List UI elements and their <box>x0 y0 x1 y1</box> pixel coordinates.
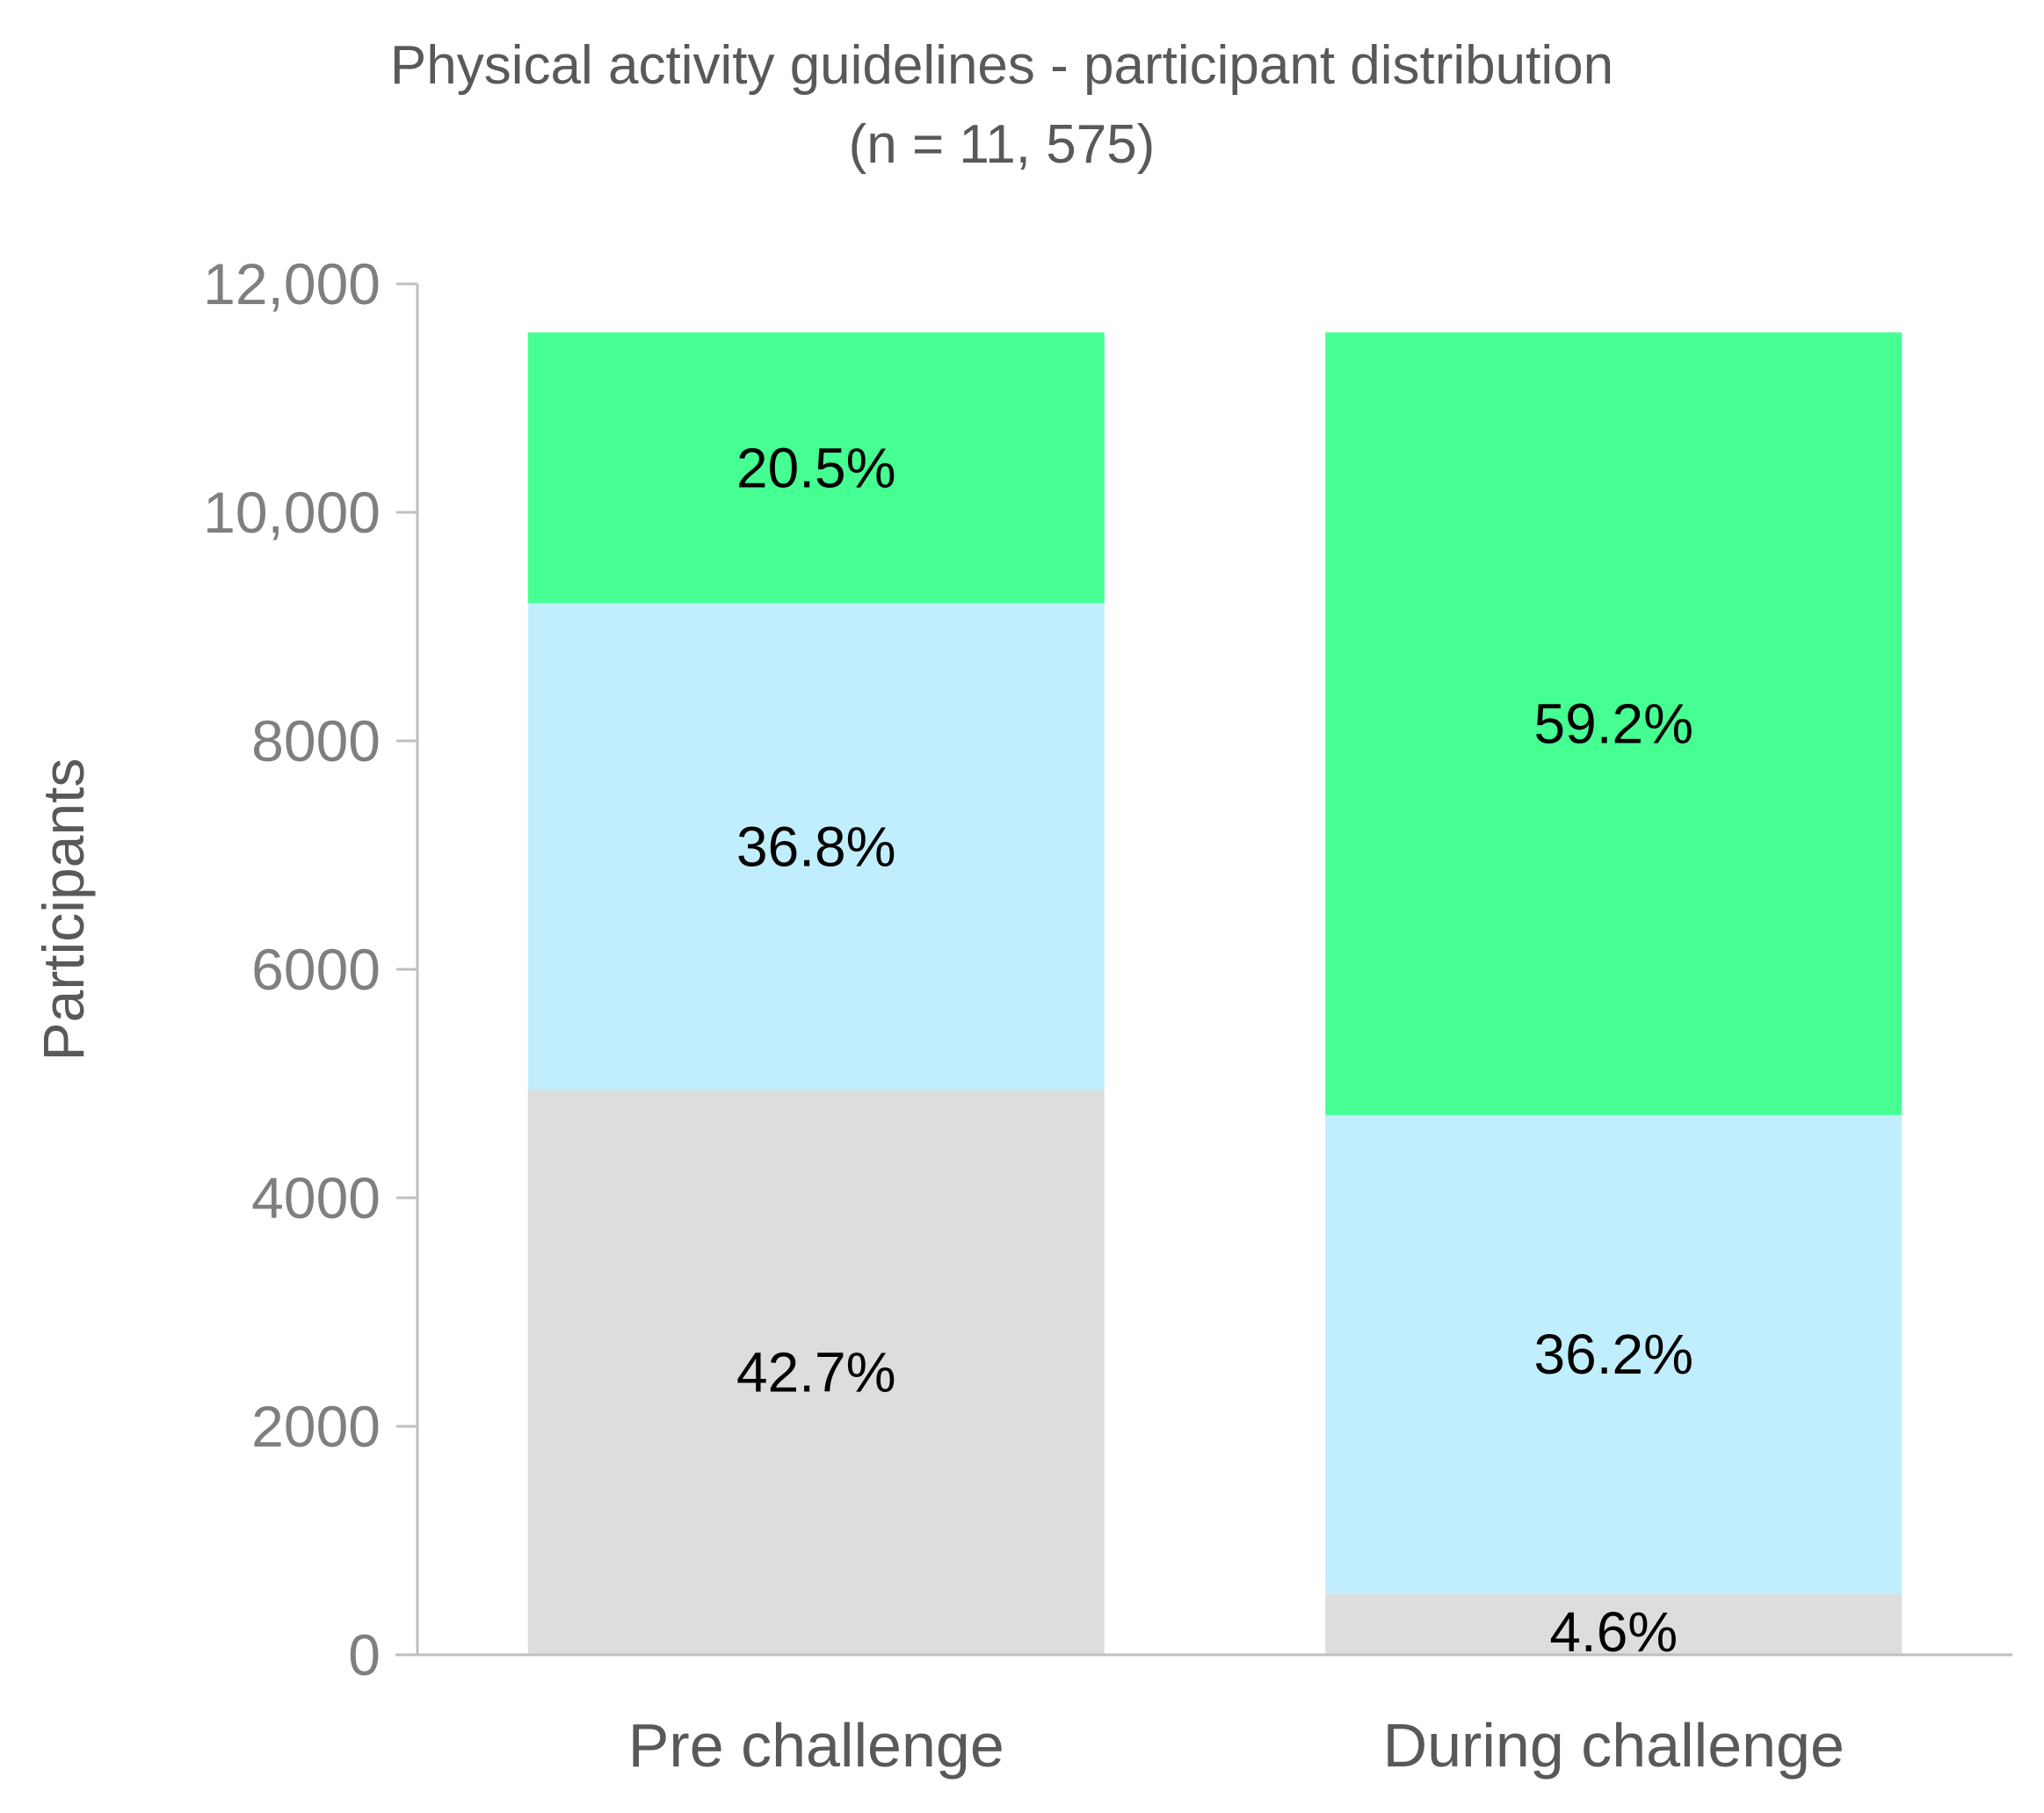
y-axis-title: Participants <box>31 758 96 1062</box>
bars: 42.7% 36.8% 20.5% 4.6% 36.2% 59.2% <box>527 332 1903 1664</box>
bar-stack: 4.6% 36.2% 59.2% <box>1325 332 1903 1664</box>
bar-segment <box>527 1090 1105 1655</box>
y-axis: 0 2000 4000 6000 8000 10,000 12,000 <box>203 251 419 1687</box>
bar-segment <box>1325 332 1903 1115</box>
x-category-label: Pre challenge <box>628 1711 1004 1780</box>
y-tick-label: 10,000 <box>203 480 381 545</box>
bar-segment <box>527 332 1105 604</box>
data-label: 36.2% <box>1534 1323 1693 1386</box>
data-label: 20.5% <box>736 436 895 499</box>
y-tick-label: 2000 <box>251 1394 381 1459</box>
bar-segment <box>1325 1593 1903 1655</box>
y-tick-label: 0 <box>348 1622 381 1687</box>
chart-subtitle: (n = 11, 575) <box>849 114 1156 175</box>
y-tick-label: 8000 <box>251 708 381 773</box>
y-tick-label: 12,000 <box>203 251 381 316</box>
bar-stack: 42.7% 36.8% 20.5% <box>527 332 1105 1655</box>
y-tick-label: 4000 <box>251 1165 381 1230</box>
data-label: 4.6% <box>1549 1600 1678 1664</box>
x-category-label: During challenge <box>1383 1711 1845 1780</box>
data-label: 36.8% <box>736 815 895 878</box>
y-tick-label: 6000 <box>251 937 381 1002</box>
bar-segment <box>527 603 1105 1091</box>
bar-segment <box>1325 1114 1903 1594</box>
data-label: 59.2% <box>1534 693 1693 756</box>
chart-title: Physical activity guidelines - participa… <box>390 35 1613 96</box>
x-axis: Pre challenge During challenge <box>395 1653 2012 1780</box>
data-label: 42.7% <box>736 1341 895 1404</box>
